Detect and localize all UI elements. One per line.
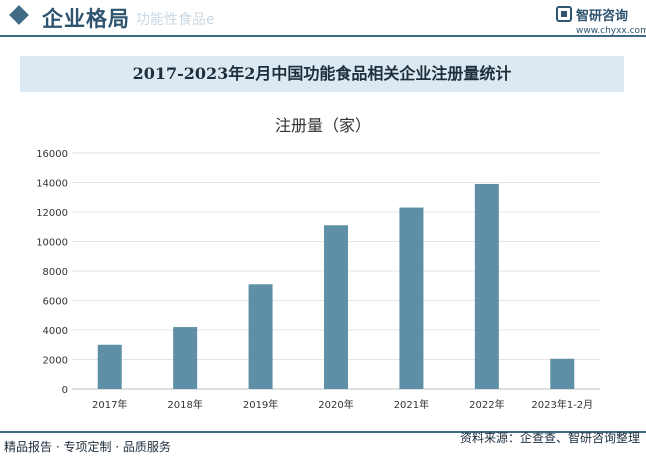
logo-name: 智研咨询 (576, 9, 629, 24)
logo-icon (556, 6, 572, 22)
logo-url: www.chyxx.com (576, 26, 646, 36)
y-tick-label: 10000 (36, 238, 68, 249)
x-tick-label: 2020年 (318, 398, 353, 411)
footer-source: 资料来源：企查查、智研咨询整理 (459, 431, 640, 445)
chart-title-band: 2017-2023年2月中国功能食品相关企业注册量统计 (20, 56, 624, 92)
chart-inner-title: 注册量（家） (275, 116, 371, 135)
y-tick-label: 16000 (36, 149, 68, 160)
bar (399, 207, 424, 389)
y-tick-label: 4000 (43, 326, 68, 337)
footer-slogan: 精品报告 · 专项定制 · 品质服务 (4, 440, 171, 454)
x-tick-label: 2021年 (394, 398, 429, 411)
y-tick-label: 6000 (43, 297, 68, 308)
footer-divider (0, 431, 646, 433)
bar (248, 284, 273, 389)
bar (550, 358, 575, 389)
diamond-icon (9, 5, 29, 25)
bar (324, 225, 348, 389)
bar (173, 327, 198, 389)
y-tick-label: 12000 (36, 208, 68, 219)
header-ghost-text: 功能性食品e (136, 12, 215, 28)
header-bar: 企业格局 功能性食品e 智研咨询 www.chyxx.com (0, 0, 646, 36)
y-tick-label: 14000 (36, 179, 68, 190)
bar (97, 344, 122, 389)
y-tick-label: 8000 (43, 267, 68, 278)
x-tick-label: 2023年1-2月 (531, 398, 593, 411)
header-divider (0, 35, 646, 37)
x-tick-label: 2019年 (243, 398, 278, 411)
bar-chart: 注册量（家） 0 2000 4000 6000 8000 10000 12000 14000 16… (36, 116, 600, 411)
bar (474, 183, 499, 389)
y-tick-label: 0 (62, 385, 68, 396)
section-title: 企业格局 (42, 7, 130, 31)
x-tick-label: 2018年 (167, 398, 202, 411)
y-tick-label: 2000 (43, 356, 68, 367)
x-tick-label: 2017年 (92, 398, 127, 411)
chart-title: 2017-2023年2月中国功能食品相关企业注册量统计 (132, 64, 512, 83)
x-tick-label: 2022年 (469, 398, 504, 411)
